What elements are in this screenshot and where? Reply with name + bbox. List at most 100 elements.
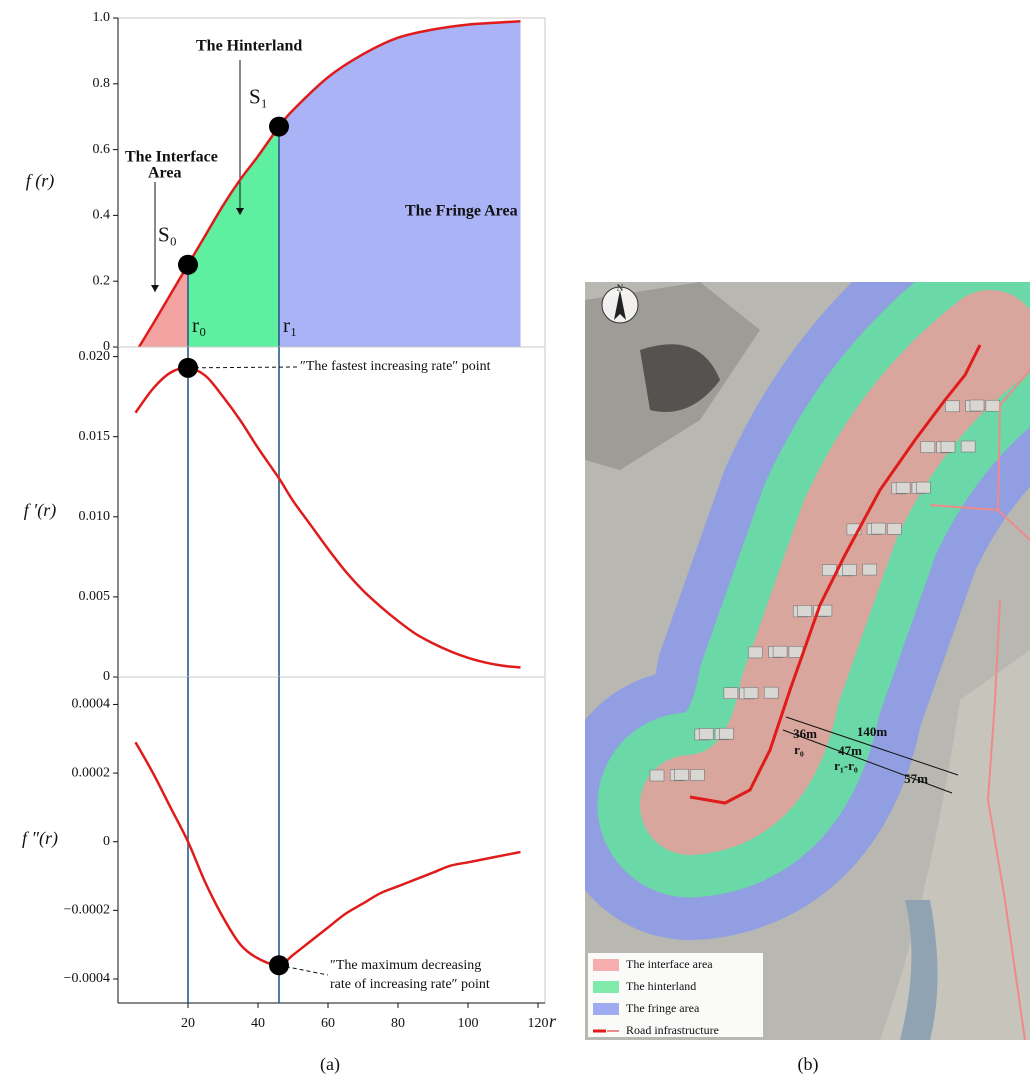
point-label: S₁ [249, 84, 268, 108]
y-tick-label: 0.6 [93, 142, 111, 157]
y-tick-label: 0.010 [79, 509, 111, 524]
x-tick-label: 80 [391, 1016, 405, 1031]
building [945, 400, 960, 413]
y-tick-label: −0.0004 [64, 971, 110, 986]
legend-label: Road infrastructure [626, 1023, 719, 1037]
y-tick-label: 1.0 [93, 10, 111, 25]
point [269, 116, 289, 137]
legend-label: The interface area [626, 957, 713, 971]
building [797, 605, 812, 617]
building [940, 440, 956, 453]
x-axis-label: r [549, 1011, 557, 1031]
y-tick-label: 0 [103, 834, 110, 849]
annotation: rate of increasing rate″ point [330, 977, 490, 992]
plot-frame [117, 676, 546, 1004]
building [846, 523, 862, 536]
x-tick-label: 100 [458, 1016, 479, 1031]
building [842, 564, 857, 576]
building [871, 522, 886, 535]
road [929, 504, 999, 511]
y-tick-label: 0 [103, 339, 110, 354]
legend-label: The hinterland [626, 979, 696, 993]
building [748, 646, 763, 659]
building [698, 728, 714, 740]
annotation: ″The fastest increasing rate″ point [300, 359, 491, 374]
panel-label: (b) [798, 1054, 819, 1075]
y-axis-label: f (r) [26, 171, 55, 192]
x-tick-label: 20 [181, 1016, 195, 1031]
point [269, 955, 289, 976]
building [690, 769, 705, 781]
region-fill [188, 126, 279, 347]
panel-label: (a) [320, 1054, 340, 1075]
arrowhead [151, 285, 159, 292]
map [585, 282, 1030, 1040]
building [920, 441, 936, 453]
y-tick-label: 0.015 [79, 429, 111, 444]
region-label: Area [148, 165, 181, 182]
point [178, 254, 198, 275]
plot-frame [117, 346, 546, 678]
building [916, 481, 931, 494]
river [900, 900, 938, 1040]
building [985, 399, 1001, 412]
boundary-label: r₀ [192, 313, 206, 337]
legend-label: The fringe area [626, 1001, 700, 1015]
building [723, 687, 739, 699]
legend-swatch [593, 981, 619, 993]
arrowhead [236, 208, 244, 215]
dimension-line [782, 729, 953, 794]
building [743, 687, 759, 699]
dimension-line [785, 716, 959, 776]
point-label: S₀ [158, 223, 177, 247]
building [719, 727, 734, 740]
building [895, 482, 911, 494]
building [969, 399, 985, 412]
region-label: The Fringe Area [405, 203, 518, 220]
dimension-label: 36m [793, 726, 817, 741]
dimension-label: 47m [838, 743, 862, 758]
road [996, 369, 1030, 541]
terrain [640, 344, 720, 412]
building [772, 645, 788, 658]
y-tick-label: 0.2 [93, 273, 111, 288]
dimension-label: r₀ [794, 742, 804, 757]
y-tick-label: 0 [103, 669, 110, 684]
point [178, 357, 198, 378]
y-axis-label: f ″(r) [22, 828, 58, 849]
legend-swatch [593, 1003, 619, 1015]
y-axis-label: f ′(r) [24, 500, 56, 521]
curve [134, 366, 521, 669]
region-label: The Interface [125, 149, 218, 166]
region-fill [279, 21, 521, 347]
building [649, 769, 665, 782]
leader-line [187, 366, 299, 369]
region-label: The Hinterland [196, 38, 302, 55]
road [986, 599, 1026, 1040]
road [689, 344, 982, 805]
y-tick-label: 0.020 [79, 349, 111, 364]
y-tick-label: 0.0002 [72, 765, 111, 780]
north-arrow [614, 290, 626, 320]
y-tick-label: 0.005 [79, 589, 111, 604]
map-labels: N 140m 36m r₀ 47m r₁-r₀ 57m [601, 283, 959, 794]
boundary-label: r₁ [283, 313, 297, 337]
x-tick-label: 120 [528, 1016, 549, 1031]
building [674, 768, 689, 781]
dimension-label: 57m [904, 771, 928, 786]
y-tick-label: −0.0002 [64, 903, 110, 918]
legend-swatch [593, 959, 619, 971]
x-tick-label: 60 [321, 1016, 335, 1031]
y-tick-label: 0.8 [93, 76, 111, 91]
building [862, 563, 878, 576]
region-fill [139, 264, 188, 347]
y-tick-label: 0.4 [93, 208, 111, 223]
x-tick-label: 40 [251, 1016, 265, 1031]
curve [134, 741, 521, 967]
y-tick-label: 0.0004 [72, 697, 111, 712]
building [763, 686, 779, 699]
map-zone [640, 290, 1030, 855]
dimension-label: r₁-r₀ [834, 758, 858, 773]
dimension-label: 140m [857, 724, 888, 739]
